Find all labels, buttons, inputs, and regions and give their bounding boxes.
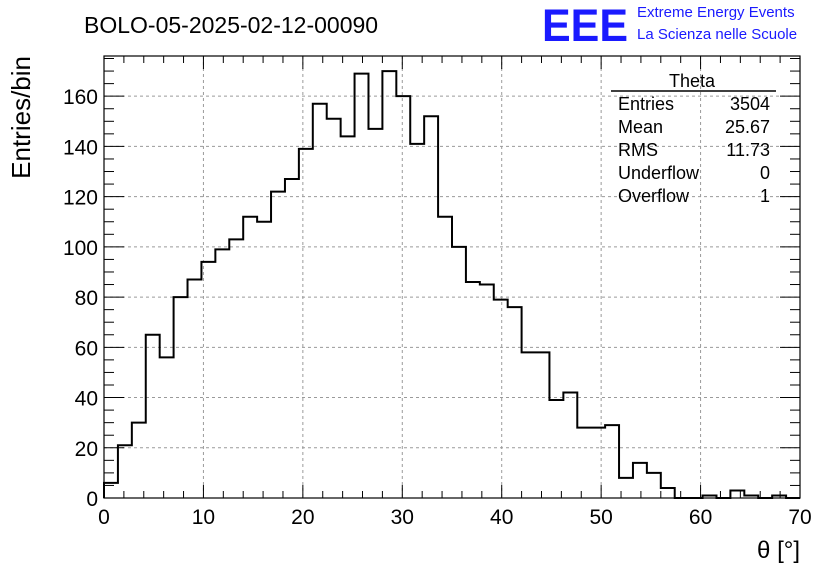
plot-frame [103, 55, 801, 499]
y-tick-label: 0 [86, 488, 98, 511]
histogram-bin [132, 423, 146, 498]
histogram-bin [174, 297, 188, 498]
stats-value: 1 [760, 186, 770, 206]
histogram-bin [327, 119, 341, 498]
y-tick-label: 40 [75, 388, 98, 411]
stats-value: 0 [760, 163, 770, 183]
y-tick-label: 20 [75, 438, 98, 461]
histogram-bin [341, 136, 355, 498]
histogram-bin [577, 428, 591, 498]
histogram-bin [368, 129, 382, 498]
histogram-bin [160, 357, 174, 498]
x-tick-label: 50 [589, 506, 612, 529]
y-axis-label: Entries/bin [6, 56, 36, 179]
y-tick-label: 160 [63, 86, 98, 109]
y-tick-label: 100 [63, 237, 98, 260]
logo-line2: La Scienza nelle Scuole [637, 26, 797, 43]
x-tick-label: 40 [490, 506, 513, 529]
histogram-bin [118, 445, 132, 498]
histogram-bin [355, 74, 369, 498]
histogram-bin [313, 104, 327, 498]
stats-label: RMS [618, 140, 658, 160]
y-tick-label: 120 [63, 187, 98, 210]
histogram-bin [271, 192, 285, 498]
stats-value: 25.67 [725, 117, 770, 137]
histogram-bin [536, 352, 550, 498]
histogram-bin [146, 335, 160, 498]
stats-label: Mean [618, 117, 663, 137]
stats-value: 3504 [730, 94, 770, 114]
stats-label: Underflow [618, 163, 700, 183]
x-tick-label: 70 [788, 506, 811, 529]
histogram-bin [591, 428, 605, 498]
histogram-bin [215, 249, 229, 498]
histogram-bin [480, 285, 494, 498]
histogram-bin [243, 217, 257, 498]
histogram-bin [299, 149, 313, 498]
histogram-bin [633, 463, 647, 498]
histogram-bin [382, 71, 396, 498]
x-tick-label: 60 [689, 506, 712, 529]
histogram-bin [563, 393, 577, 498]
histogram-bin [466, 282, 480, 498]
histogram-bin [605, 425, 619, 498]
y-tick-label: 80 [75, 287, 98, 310]
histogram-bin [494, 300, 508, 498]
y-tick-label: 60 [75, 337, 98, 360]
x-tick-label: 10 [192, 506, 215, 529]
histogram-outline [103, 70, 800, 499]
histogram-bin [452, 247, 466, 498]
logo-mark: EEE [542, 0, 628, 51]
x-axis-label: θ [°] [757, 537, 800, 564]
histogram-bin [661, 488, 675, 498]
logo-line1: Extreme Energy Events [637, 4, 795, 21]
stats-title: Theta [669, 71, 716, 91]
axis-ticks [103, 56, 801, 499]
histogram-bin [424, 116, 438, 498]
stats-label: Overflow [618, 186, 690, 206]
histogram-bin [730, 490, 744, 498]
histogram-bin [257, 222, 271, 498]
histogram-bin [549, 400, 563, 498]
histogram-bin [188, 280, 202, 498]
x-tick-label: 0 [98, 506, 110, 529]
histogram-bars [103, 70, 800, 499]
y-tick-label: 140 [63, 136, 98, 159]
histogram-bin [438, 217, 452, 498]
stats-value: 11.73 [726, 140, 770, 160]
grid-lines [104, 56, 800, 498]
histogram-bin [285, 179, 299, 498]
chart-title: BOLO-05-2025-02-12-00090 [84, 12, 378, 38]
histogram-bin [229, 239, 243, 498]
x-tick-label: 20 [291, 506, 314, 529]
eee-logo: EEE Extreme Energy Events La Scienza nel… [542, 0, 797, 51]
histogram-bin [508, 307, 522, 498]
x-tick-label: 30 [391, 506, 414, 529]
histogram-bin [647, 473, 661, 498]
stats-label: Entries [618, 94, 674, 114]
stats-box: Theta Entries 3504 Mean 25.67 RMS 11.73 Underf… [611, 71, 776, 206]
histogram-bin [522, 352, 536, 498]
